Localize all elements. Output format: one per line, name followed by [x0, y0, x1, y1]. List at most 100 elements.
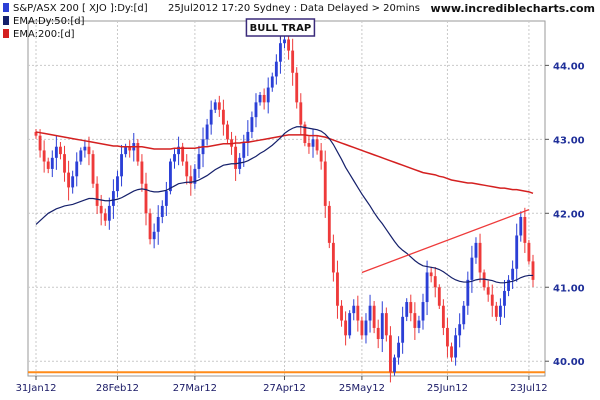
candle-body	[67, 172, 71, 188]
y-tick-label: 42.00	[553, 209, 585, 220]
candle-body	[437, 287, 441, 306]
candle-body	[71, 176, 75, 188]
legend-label-price: S&P/ASX 200 [ XJO ]:Dy:[d]	[13, 3, 148, 14]
legend-label-ema200: EMA:200:[d]	[13, 29, 75, 40]
candle-body	[458, 324, 462, 336]
candle-body	[421, 302, 425, 321]
candle-body	[356, 305, 360, 321]
candle-body	[531, 261, 535, 280]
candle-body	[433, 276, 437, 288]
candle-body	[323, 161, 327, 206]
candle-body	[217, 102, 221, 110]
candle-body	[160, 205, 164, 217]
candle-body	[287, 39, 290, 51]
x-tick-label: 25Jun12	[427, 383, 468, 394]
trendline	[361, 208, 530, 274]
candle-body	[380, 313, 384, 340]
candle-body	[466, 279, 470, 306]
candle-body	[372, 305, 376, 328]
candle-body	[409, 302, 413, 314]
candle-body	[148, 213, 152, 240]
candle-body	[164, 191, 168, 206]
candle-body	[348, 313, 352, 336]
candle-body	[99, 205, 103, 214]
candle-body	[59, 146, 62, 155]
y-axis-ticks: 40.00 41.00 42.00 43.00 44.00	[545, 61, 585, 368]
candle-body	[364, 320, 368, 336]
candle-body	[413, 313, 417, 328]
candle-body	[331, 242, 335, 273]
source-watermark: www.incrediblecharts.com	[431, 2, 595, 15]
candle-body	[336, 272, 339, 306]
legend: S&P/ASX 200 [ XJO ]:Dy:[d] 25Jul2012 17:…	[3, 3, 420, 40]
ema50-line	[35, 126, 533, 284]
candle-body	[523, 216, 527, 243]
candle-body	[401, 316, 405, 343]
candle-body	[511, 268, 515, 280]
candle-body	[498, 305, 502, 317]
candle-body	[152, 231, 156, 240]
candle-body	[270, 76, 274, 88]
x-axis-ticks: 31Jan12 28Feb12 27Mar12 27Apr12 25May12 25Jun…	[16, 376, 548, 394]
candle-body	[470, 257, 474, 280]
candle-body	[91, 154, 95, 184]
candle-body	[124, 146, 128, 155]
candle-body	[181, 146, 185, 162]
candle-body	[299, 102, 303, 125]
candle-body	[38, 135, 42, 151]
candle-body	[177, 146, 181, 155]
candle-body	[189, 176, 193, 184]
candle-body	[527, 242, 531, 262]
y-tick-label: 41.00	[553, 283, 585, 294]
candle-body	[254, 102, 258, 118]
x-tick-label: 23Jul12	[510, 383, 548, 394]
candle-body	[111, 191, 115, 206]
candle-body	[156, 216, 160, 232]
candle-body	[226, 124, 229, 140]
candle-body	[54, 146, 58, 158]
candle-body	[283, 39, 286, 44]
x-tick-label: 27Apr12	[263, 383, 306, 394]
candle-body	[46, 161, 50, 169]
candle-body	[221, 109, 225, 125]
ema200-line	[35, 131, 534, 195]
candle-body	[368, 305, 372, 321]
candle-body	[34, 131, 38, 136]
candle-body	[454, 335, 458, 358]
candle-body	[173, 154, 176, 162]
candle-body	[474, 242, 478, 258]
candle-body	[209, 109, 213, 125]
annotation-box	[245, 18, 316, 37]
candle-body	[169, 161, 172, 192]
candle-body	[462, 305, 466, 325]
legend-label-ema50: EMA:Dy:50:[d]	[13, 16, 85, 27]
candle-body	[478, 242, 482, 273]
candle-body	[425, 272, 429, 303]
candle-body	[515, 235, 519, 269]
candle-body	[234, 146, 238, 169]
candle-body	[205, 124, 209, 140]
candle-body	[446, 327, 449, 347]
x-tick-label: 31Jan12	[16, 383, 57, 394]
candle-body	[393, 357, 396, 373]
candle-body	[75, 161, 79, 177]
x-tick-label: 28Feb12	[96, 383, 139, 394]
ema-layer	[35, 126, 534, 284]
candle-body	[279, 43, 282, 62]
candle-body	[250, 117, 254, 132]
candle-body	[490, 294, 494, 306]
candle-body	[376, 327, 380, 340]
candle-body	[193, 168, 197, 184]
candle-body	[486, 287, 490, 295]
candle-body	[315, 139, 319, 151]
candle-body	[213, 102, 217, 110]
candle-body	[311, 139, 315, 147]
candle-body	[360, 320, 364, 336]
x-tick-label: 25May12	[339, 383, 385, 394]
candle-body	[128, 146, 132, 151]
candle-body	[107, 205, 111, 221]
candle-body	[116, 176, 119, 192]
candle-body	[50, 157, 54, 169]
